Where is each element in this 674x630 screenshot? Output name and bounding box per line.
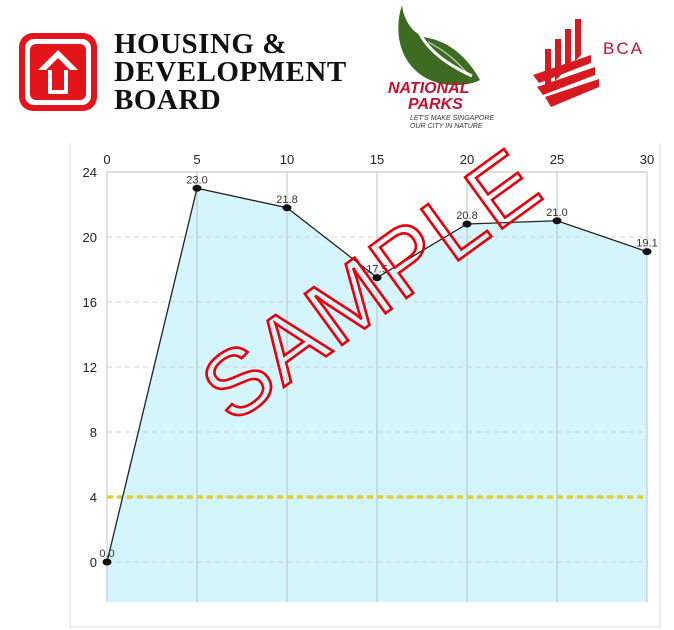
data-point-6 xyxy=(642,248,652,256)
data-label-0: 0.0 xyxy=(99,548,114,560)
y-tick-label-24: 24 xyxy=(83,165,97,180)
nparks-title: NATIONAL PARKS xyxy=(388,81,469,113)
data-label-3: 17.5 xyxy=(366,264,387,276)
x-tick-label-20: 20 xyxy=(460,152,474,167)
x-tick-label-5: 5 xyxy=(193,152,200,167)
nparks-tagline-line-2: OUR CITY IN NATURE xyxy=(410,123,483,130)
nparks-leaf-icon xyxy=(398,5,480,86)
y-tick-label-8: 8 xyxy=(90,425,97,440)
hdb-house-icon xyxy=(19,33,97,111)
data-label-1: 23.0 xyxy=(186,174,207,186)
nparks-tagline: LET'S MAKE SINGAPORE OUR CITY IN NATURE xyxy=(410,115,494,131)
data-label-6: 19.1 xyxy=(636,238,657,250)
bca-wordmark: BCA xyxy=(603,39,644,58)
x-tick-label-10: 10 xyxy=(280,152,294,167)
bca-stripes-icon xyxy=(533,19,599,107)
y-tick-label-0: 0 xyxy=(90,555,97,570)
y-tick-label-20: 20 xyxy=(83,230,97,245)
area-chart: 0.0 23.0 21.8 17.5 20.8 21.0 19.1 0 5 10 15 20 25 30 0… xyxy=(69,135,661,628)
hdb-line-2: DEVELOPMENT xyxy=(114,56,347,88)
hdb-line-1: HOUSING & xyxy=(114,28,287,60)
data-point-2 xyxy=(282,204,292,212)
nparks-title-line-1: NATIONAL xyxy=(388,80,470,97)
y-tick-label-12: 12 xyxy=(83,360,97,375)
data-label-4: 20.8 xyxy=(456,210,477,222)
x-tick-label-30: 30 xyxy=(640,152,654,167)
hdb-line-3: BOARD xyxy=(114,84,222,116)
data-label-5: 21.0 xyxy=(546,207,567,219)
logo-header: HOUSING & DEVELOPMENT BOARD NATIONAL PAR… xyxy=(0,0,674,135)
nparks-title-line-2: PARKS xyxy=(408,96,463,113)
data-label-2: 21.8 xyxy=(276,194,297,206)
hdb-wordmark: HOUSING & DEVELOPMENT BOARD xyxy=(114,28,347,116)
x-tick-label-0: 0 xyxy=(103,152,110,167)
x-tick-label-15: 15 xyxy=(370,152,384,167)
data-point-4 xyxy=(462,220,472,228)
data-point-1 xyxy=(192,184,202,192)
y-tick-label-4: 4 xyxy=(90,490,97,505)
nparks-tagline-line-1: LET'S MAKE SINGAPORE xyxy=(410,115,495,122)
data-point-3 xyxy=(372,274,382,282)
data-point-0 xyxy=(102,558,112,566)
data-point-5 xyxy=(552,217,562,225)
chart-area: 0.0 23.0 21.8 17.5 20.8 21.0 19.1 0 5 10 15 20 25 30 0… xyxy=(0,135,674,630)
x-tick-label-25: 25 xyxy=(550,152,564,167)
y-tick-label-16: 16 xyxy=(83,295,97,310)
